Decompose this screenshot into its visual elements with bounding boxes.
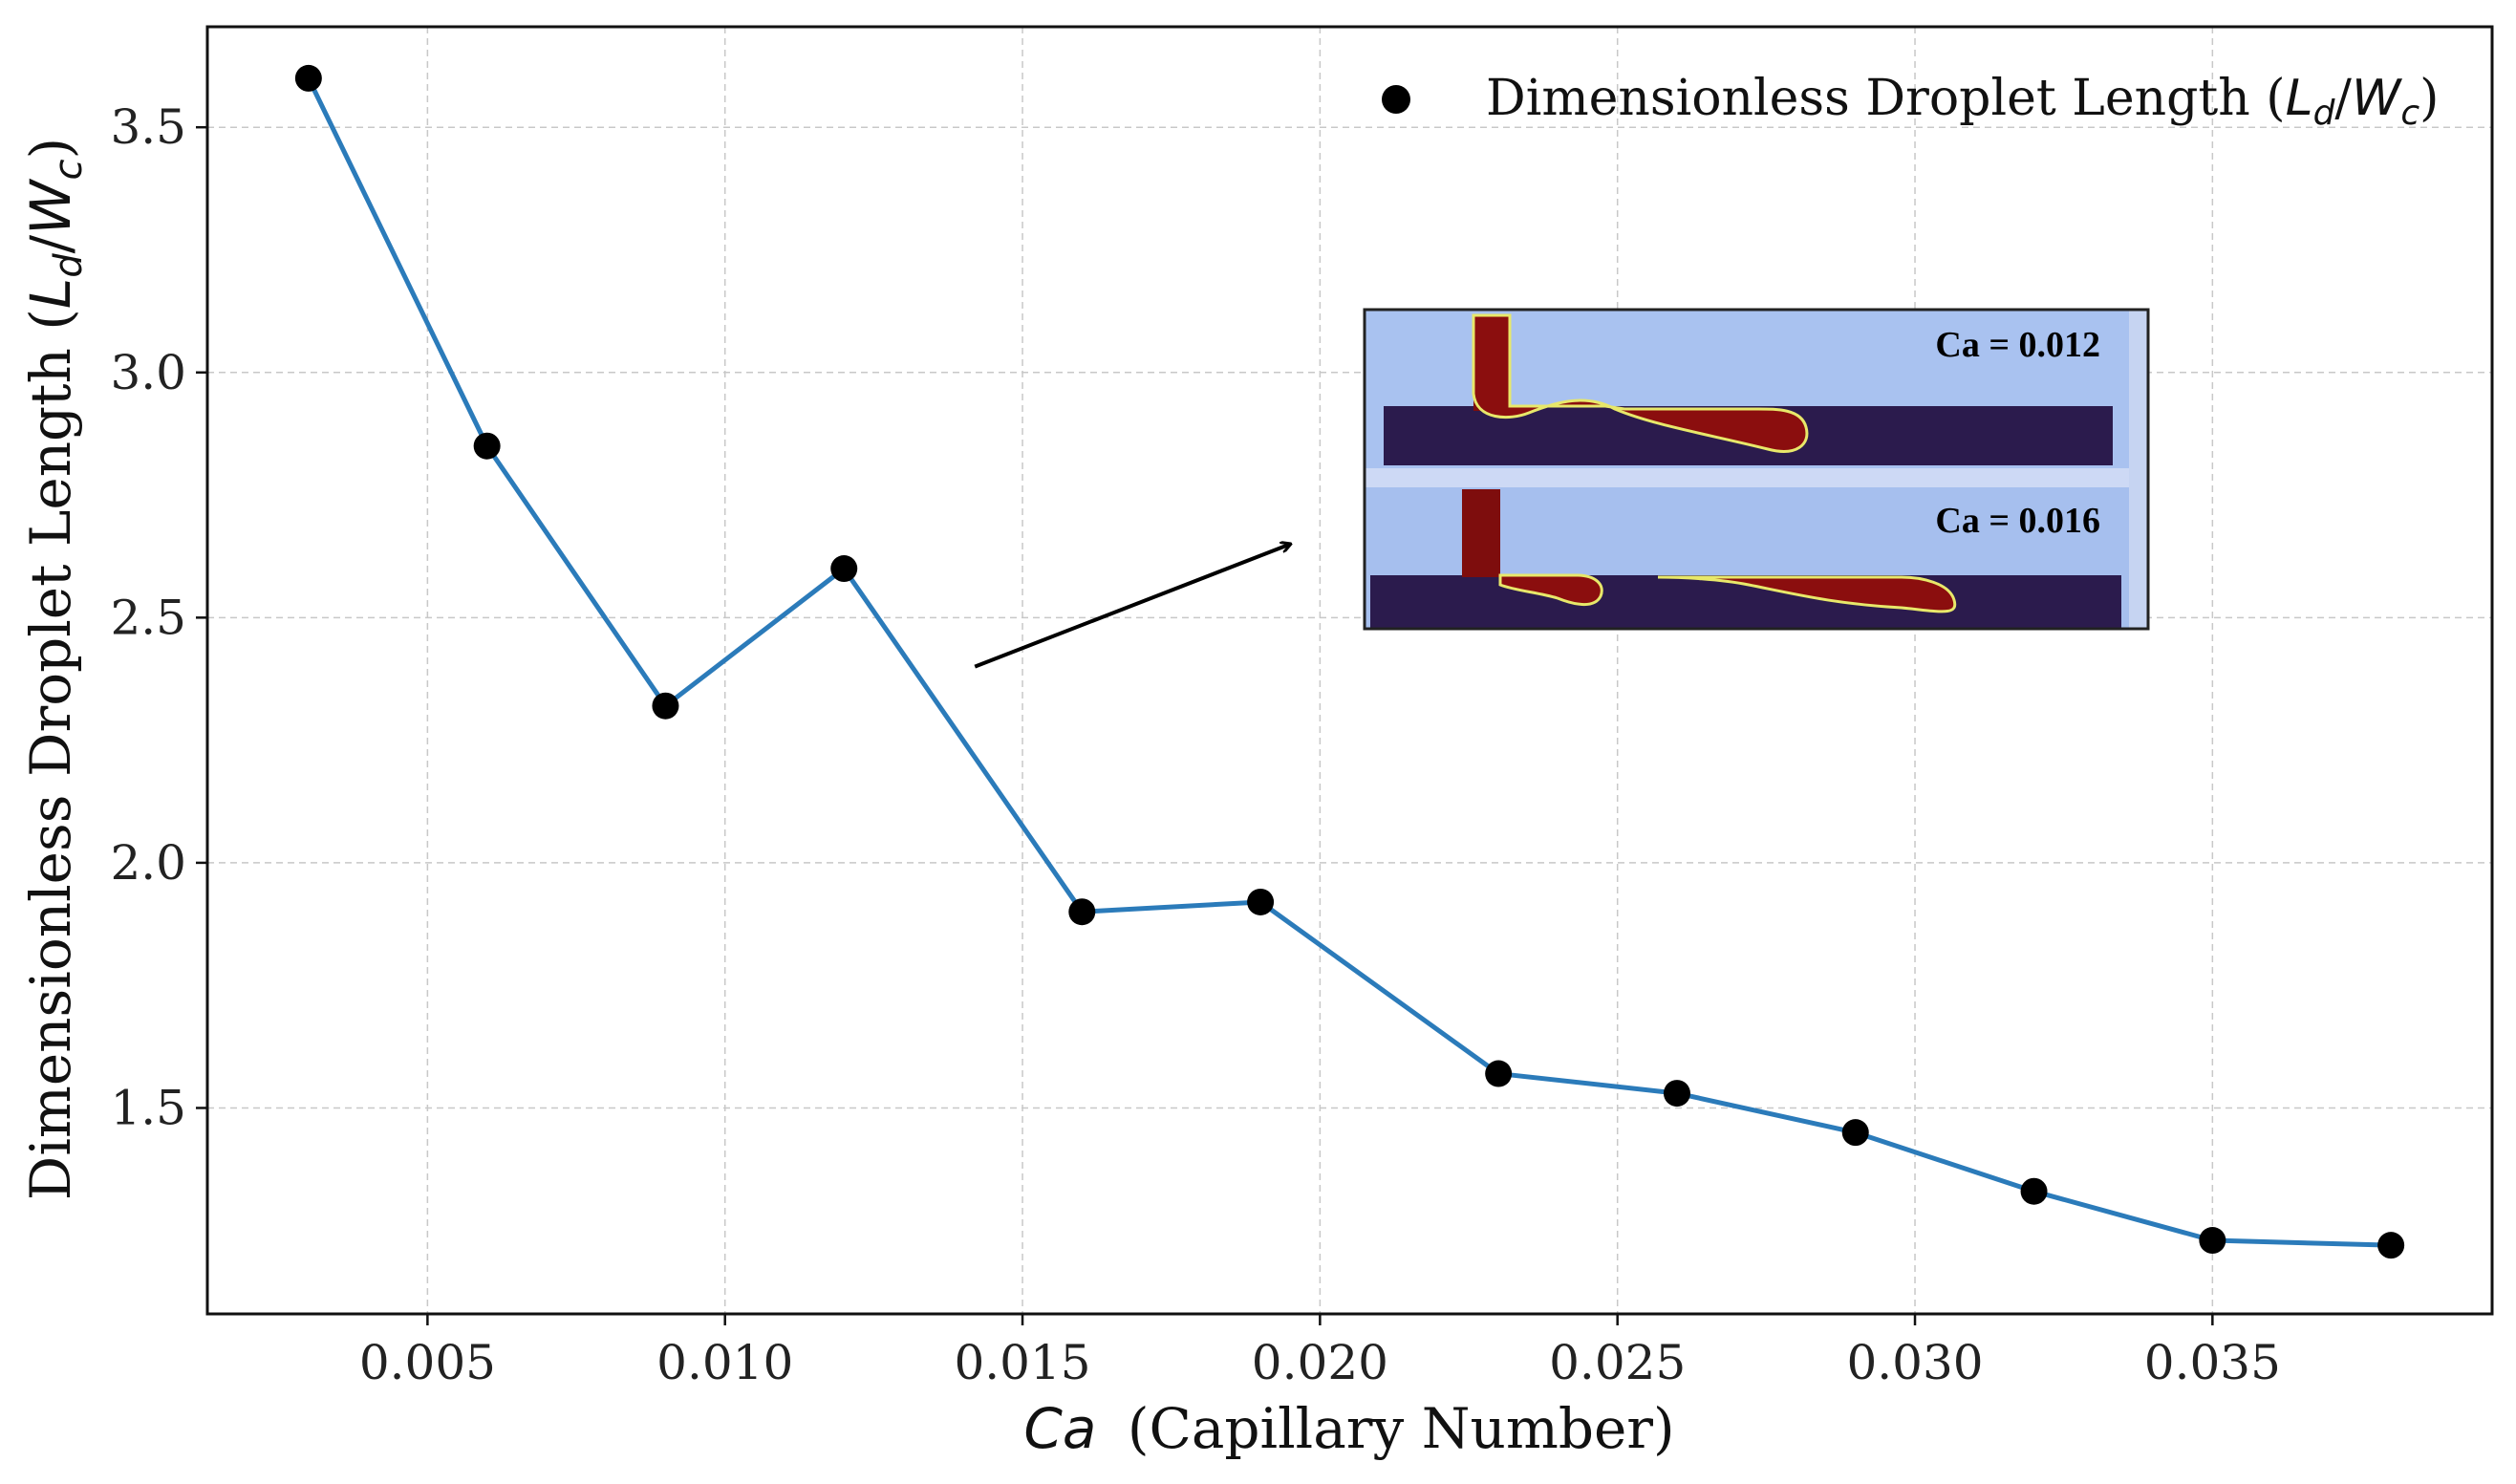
inset-top-droplet	[1472, 313, 1809, 453]
legend-marker	[1382, 85, 1410, 114]
y-tick-label: 1.5	[110, 1080, 186, 1135]
x-axis-title-italic: Ca	[1023, 1396, 1096, 1461]
legend-label-W-sub: c	[2400, 94, 2419, 133]
data-point	[1841, 1119, 1869, 1147]
legend: Dimensionless Droplet Length (Ld/Wc)	[1382, 70, 2439, 133]
data-point	[830, 555, 858, 583]
data-point	[1247, 888, 1275, 915]
inset-right-edge	[2129, 310, 2148, 629]
data-point	[2020, 1177, 2048, 1205]
data-point	[2377, 1232, 2405, 1259]
y-tick-label: 3.0	[110, 345, 186, 400]
x-tick-label: 0.015	[954, 1335, 1090, 1390]
x-tick-label: 0.025	[1549, 1335, 1686, 1390]
y-tick-label: 2.5	[110, 590, 186, 645]
inset-bottom-droplet-2	[1657, 575, 1957, 613]
legend-label-close: )	[2419, 70, 2439, 127]
y-axis-title-main: Dimensionless Droplet Length (	[18, 309, 83, 1200]
y-axis-title-L-sub: d	[47, 253, 91, 278]
x-axis: 0.005 0.010 0.015 0.020 0.025 0.030 0.035	[359, 1314, 2281, 1390]
y-axis: 1.5 2.0 2.5 3.0 3.5	[110, 99, 207, 1135]
legend-label-main: Dimensionless Droplet Length (	[1486, 70, 2286, 127]
x-tick-label: 0.010	[656, 1335, 793, 1390]
x-tick-label: 0.030	[1846, 1335, 1983, 1390]
series-line	[306, 76, 2392, 1248]
inset-bottom-droplet-1	[1498, 573, 1603, 606]
y-axis-title-L: L	[18, 278, 83, 309]
legend-label-L-sub: d	[2313, 94, 2336, 133]
inset-bottom-inlet	[1462, 489, 1500, 577]
x-tick-label: 0.005	[359, 1335, 496, 1390]
inset-image: Ca = 0.012 Ca = 0.016	[1365, 310, 2148, 629]
legend-label-W: W	[2352, 70, 2403, 127]
series-layer	[294, 64, 2405, 1259]
y-tick-label: 3.5	[110, 99, 186, 155]
x-axis-title: Ca (Capillary Number)	[1023, 1396, 1674, 1461]
data-point	[1068, 898, 1096, 926]
y-axis-title: Dimensionless Droplet Length (Ld/Wc)	[18, 138, 91, 1200]
y-axis-title-W: W	[18, 178, 83, 235]
x-tick-label: 0.020	[1252, 1335, 1388, 1390]
data-point	[294, 64, 322, 92]
data-point	[652, 692, 679, 720]
data-point	[1485, 1060, 1513, 1087]
y-axis-title-slash: /	[18, 234, 83, 253]
legend-label-slash: /	[2334, 70, 2352, 127]
x-tick-label: 0.035	[2144, 1335, 2281, 1390]
grid-lines	[207, 27, 2492, 1314]
x-axis-title-rest: (Capillary Number)	[1128, 1396, 1675, 1461]
legend-label-L: L	[2286, 70, 2313, 127]
data-point	[1663, 1080, 1690, 1108]
inset-label-top: Ca = 0.012	[1935, 325, 2100, 365]
y-tick-label: 2.0	[110, 835, 186, 891]
data-point	[473, 432, 501, 460]
annotation-arrow	[974, 544, 1290, 669]
inset-divider	[1365, 468, 2148, 487]
plot-frame	[205, 25, 2494, 1316]
y-axis-title-close: )	[18, 138, 83, 160]
data-point	[2199, 1227, 2226, 1255]
inset-label-bottom: Ca = 0.016	[1935, 501, 2100, 541]
legend-label: Dimensionless Droplet Length (Ld/Wc)	[1486, 70, 2439, 133]
inset-frame	[1363, 308, 2150, 631]
y-axis-title-W-sub: c	[47, 159, 91, 180]
